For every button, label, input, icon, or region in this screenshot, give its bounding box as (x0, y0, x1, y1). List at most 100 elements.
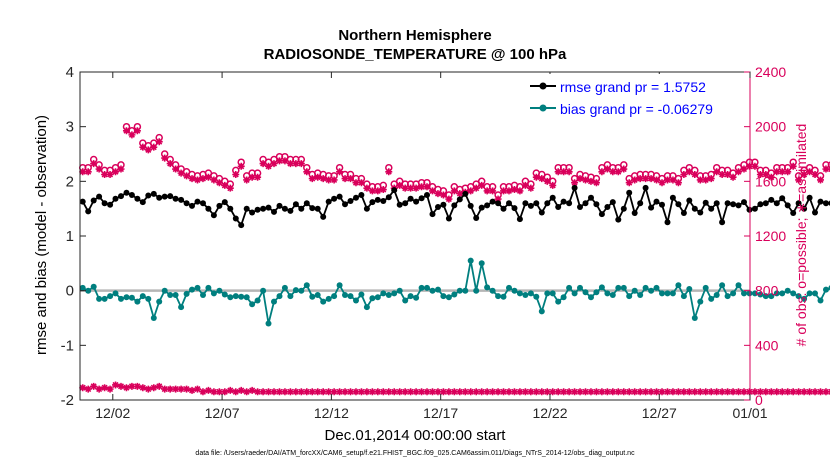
bias-point (221, 291, 228, 298)
rmse-point (593, 201, 600, 208)
obs-assimilated-point (172, 385, 180, 393)
obs-assimilated-point (352, 388, 360, 396)
obs-assimilated-point (166, 385, 174, 393)
obs-assimilated-upper-point (347, 175, 355, 183)
obs-assimilated-upper-point (762, 171, 770, 178)
chart-subtitle: RADIOSONDE_TEMPERATURE @ 100 hPa (263, 46, 567, 63)
obs-assimilated-upper-point (254, 173, 262, 181)
obs-assimilated-upper-point (642, 175, 650, 183)
obs-assimilated-point (90, 382, 98, 390)
obs-assimilated-point (647, 388, 655, 396)
obs-assimilated-upper-point (543, 177, 551, 185)
bias-point (402, 297, 409, 304)
obs-assimilated-point (735, 388, 743, 396)
bias-point (642, 284, 649, 291)
rmse-point (221, 199, 228, 206)
rmse-point (795, 200, 802, 207)
obs-assimilated-upper-point (439, 191, 447, 199)
bias-point (96, 295, 103, 302)
rmse-point (555, 204, 562, 210)
bias-point (440, 293, 447, 300)
bias-point (664, 290, 671, 297)
rmse-point (511, 205, 518, 212)
obs-assimilated-point (412, 388, 420, 396)
bias-point (598, 284, 605, 291)
bias-point (391, 290, 398, 297)
obs-assimilated-point (450, 388, 458, 396)
rmse-point (402, 200, 409, 207)
rmse-point (200, 200, 206, 207)
bias-point (216, 287, 223, 294)
obs-assimilated-point (161, 385, 169, 393)
bias-point (314, 292, 321, 298)
obs-assimilated-point (543, 388, 551, 396)
obs-assimilated-upper-point (467, 187, 475, 195)
rmse-point (713, 200, 720, 207)
obs-assimilated-point (226, 386, 234, 394)
obs-assimilated-point (822, 388, 830, 396)
obs-assimilated-upper-point (576, 175, 584, 183)
obs-assimilated-upper-point (177, 169, 185, 177)
rmse-point (773, 200, 780, 207)
bias-point (757, 291, 764, 298)
bias-point (626, 293, 633, 300)
obs-assimilated-upper-point (647, 175, 655, 183)
obs-assimilated-upper-point (101, 171, 109, 178)
rmse-point (467, 202, 474, 209)
rmse-point (227, 205, 234, 212)
obs-assimilated-upper-point (385, 168, 393, 176)
obs-assimilated-upper-point (286, 160, 294, 168)
obs-assimilated-upper-point (428, 187, 436, 195)
bias-point (369, 295, 376, 302)
obs-assimilated-point (625, 388, 633, 396)
obs-assimilated-upper-point (259, 160, 267, 168)
obs-assimilated-upper-point (669, 176, 677, 184)
bias-point (784, 287, 791, 294)
bias-point (79, 284, 86, 291)
obs-assimilated-upper-point (379, 186, 387, 194)
obs-assimilated-point (663, 388, 671, 396)
bias-point (730, 290, 737, 297)
y-tick-label-left: -2 (61, 392, 74, 409)
obs-assimilated-upper-point (456, 190, 464, 198)
obs-assimilated-upper-point (243, 176, 251, 184)
bias-point (309, 293, 316, 300)
rmse-point (189, 202, 195, 209)
x-tick-label: 12/12 (314, 405, 349, 421)
bias-point (467, 257, 474, 264)
bias-point (451, 291, 458, 298)
rmse-point (358, 192, 365, 198)
obs-assimilated-point (341, 388, 349, 396)
rmse-point (232, 215, 239, 222)
rmse-point (178, 196, 185, 203)
bias-point (527, 290, 534, 297)
bias-series (79, 257, 830, 327)
obs-assimilated-point (210, 388, 218, 396)
y-tick-label-right: 800 (755, 283, 779, 299)
bias-point (265, 320, 272, 327)
bias-point (691, 315, 698, 321)
obs-assimilated-upper-point (172, 165, 180, 173)
rmse-point (724, 200, 731, 207)
bias-point (227, 294, 234, 301)
rmse-point (172, 195, 179, 202)
obs-assimilated-point (363, 388, 371, 396)
obs-assimilated-point (144, 385, 152, 393)
bias-point (260, 287, 267, 294)
rmse-point (571, 184, 578, 191)
obs-assimilated-upper-point (554, 168, 562, 176)
rmse-point (462, 190, 469, 197)
obs-assimilated-upper-point (303, 168, 311, 176)
rmse-point (287, 207, 294, 214)
obs-assimilated-upper-point (314, 173, 322, 181)
obs-assimilated-upper-point (653, 176, 661, 184)
obs-assimilated-upper-point (571, 179, 579, 187)
y-tick-label-right: 400 (755, 337, 779, 353)
obs-assimilated-point (128, 382, 136, 390)
obs-assimilated-upper-point (248, 173, 256, 181)
bias-point (183, 290, 190, 297)
obs-assimilated-point (745, 388, 753, 396)
rmse-point (281, 205, 288, 212)
rmse-point (331, 195, 338, 202)
obs-assimilated-point (188, 386, 196, 394)
